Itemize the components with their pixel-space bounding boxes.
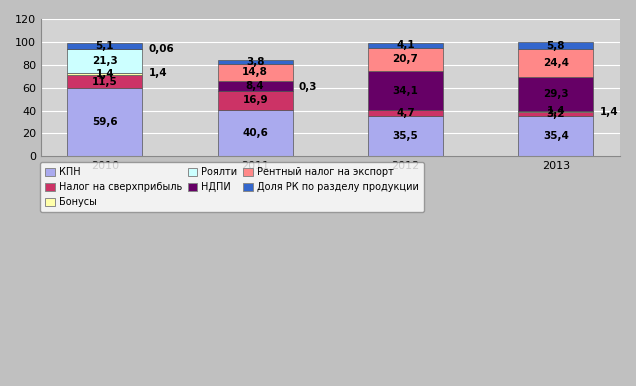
Text: 40,6: 40,6 — [242, 128, 268, 138]
Text: 21,3: 21,3 — [92, 56, 118, 66]
Bar — [218, 64, 293, 81]
Text: 59,6: 59,6 — [92, 117, 118, 127]
Bar — [368, 71, 443, 110]
Text: 11,5: 11,5 — [92, 76, 118, 86]
Text: 1,4: 1,4 — [95, 69, 114, 79]
Text: 4,7: 4,7 — [396, 108, 415, 118]
Bar — [518, 49, 593, 77]
Text: 0,06: 0,06 — [148, 44, 174, 54]
Bar — [218, 59, 293, 64]
Legend: КПН, Налог на сверхприбыль, Бонусы, Роялти, НДПИ, Рентный налог на экспорт, Доля: КПН, Налог на сверхприбыль, Бонусы, Роял… — [40, 163, 424, 212]
Text: 1,4: 1,4 — [546, 106, 565, 116]
Text: 3,2: 3,2 — [546, 109, 565, 119]
Bar — [518, 77, 593, 110]
Text: 14,8: 14,8 — [242, 68, 268, 78]
Bar — [518, 42, 593, 49]
Text: 5,1: 5,1 — [95, 41, 114, 51]
Bar — [368, 110, 443, 116]
Text: 35,4: 35,4 — [543, 131, 569, 141]
Bar — [368, 43, 443, 47]
Text: 4,1: 4,1 — [396, 40, 415, 50]
Bar — [518, 112, 593, 116]
Text: 20,7: 20,7 — [392, 54, 418, 64]
Text: 16,9: 16,9 — [242, 95, 268, 105]
Text: 0,3: 0,3 — [299, 82, 317, 92]
Bar — [67, 73, 142, 75]
Text: 35,5: 35,5 — [392, 131, 418, 141]
Bar — [368, 47, 443, 71]
Text: 34,1: 34,1 — [392, 86, 418, 96]
Text: 5,8: 5,8 — [546, 41, 565, 51]
Text: 24,4: 24,4 — [543, 58, 569, 68]
Text: 29,3: 29,3 — [543, 89, 569, 99]
Text: 1,4: 1,4 — [148, 68, 167, 78]
Bar — [368, 116, 443, 156]
Bar — [218, 110, 293, 156]
Bar — [218, 81, 293, 90]
Bar — [518, 110, 593, 112]
Text: 1,4: 1,4 — [599, 107, 618, 117]
Bar — [67, 88, 142, 156]
Bar — [67, 43, 142, 49]
Text: 3,8: 3,8 — [246, 57, 265, 67]
Bar — [218, 90, 293, 110]
Bar — [67, 49, 142, 73]
Bar — [67, 75, 142, 88]
Bar — [518, 116, 593, 156]
Text: 8,4: 8,4 — [246, 81, 265, 91]
